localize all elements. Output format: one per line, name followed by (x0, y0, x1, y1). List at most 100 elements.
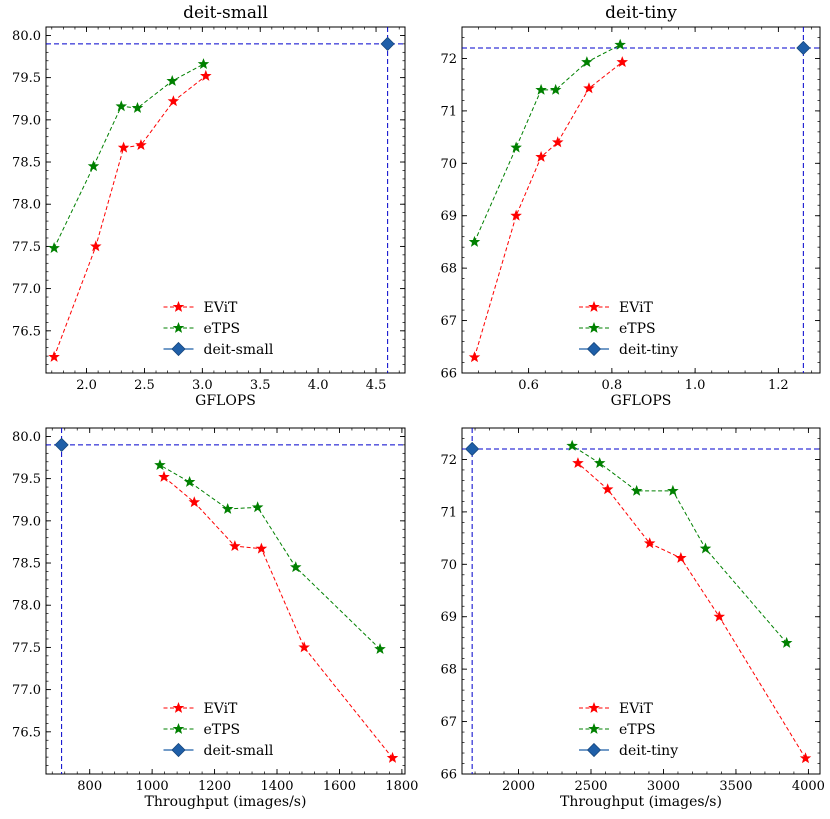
plot-area (462, 428, 820, 774)
y-tick-label: 78.5 (12, 156, 41, 171)
y-tick-label: 77.5 (12, 240, 41, 255)
evit-point (799, 752, 812, 764)
y-tick-label: 69 (440, 610, 457, 625)
x-tick-label: 1200 (198, 779, 231, 794)
x-tick-label: 1000 (136, 779, 169, 794)
y-tick-label: 71 (440, 104, 457, 119)
legend-swatch-marker (172, 321, 185, 333)
evit-point (48, 350, 60, 362)
y-tick-label: 76.5 (12, 324, 41, 339)
x-tick-label: 1.2 (768, 378, 789, 393)
evit-point (167, 95, 180, 107)
evit-point (643, 537, 656, 549)
legend-item-deit-tiny: deit-tiny (579, 341, 678, 358)
chart-panel-1: 2.0 2.5 3.0 3.5 4.0 4.5 76.5 77.0 77.5 78.0 78.5 79… (12, 3, 406, 409)
etps-point (131, 101, 144, 113)
evit-point (200, 69, 212, 81)
legend-label: EViT (204, 300, 239, 316)
etps-point (166, 74, 178, 86)
x-tick-label: 2500 (574, 779, 607, 794)
legend-label: deit-tiny (619, 342, 678, 358)
legend-item-deit-tiny: deit-tiny (579, 742, 678, 759)
evit-series-line (474, 61, 623, 358)
evit-point (158, 470, 170, 482)
etps-series-line (571, 445, 788, 644)
etps-point (566, 439, 578, 451)
evit-point (535, 150, 547, 162)
legend-swatch-marker (586, 742, 602, 758)
y-tick-label: 71 (440, 505, 457, 520)
etps-point (221, 502, 234, 514)
deit-tiny-point (796, 40, 811, 56)
x-tick-label: 3500 (719, 779, 752, 794)
legend-label: deit-tiny (619, 743, 678, 759)
etps-point (251, 501, 264, 513)
legend-item-etps: eTPS (579, 722, 656, 738)
evit-point (583, 82, 595, 94)
y-tick-label: 67 (440, 314, 457, 329)
legend-swatch-marker (171, 341, 186, 357)
legend-swatch-marker (172, 701, 185, 713)
y-tick-label: 66 (440, 768, 457, 783)
etps-point (197, 58, 210, 70)
y-tick-label: 69 (440, 209, 457, 224)
evit-point (229, 540, 241, 552)
evit-point (616, 56, 629, 68)
etps-point (549, 83, 562, 95)
y-tick-label: 77.5 (12, 641, 41, 656)
plot-area (46, 428, 405, 774)
legend-swatch-marker (588, 701, 600, 713)
chart-panel-3: 800 1000 1200 1400 1600 1800 76.5 77.0 77.5 78.0 7… (12, 427, 418, 810)
etps-point (510, 141, 522, 153)
y-tick-label: 79.0 (12, 113, 41, 128)
y-tick-label: 79.5 (12, 472, 41, 487)
x-tick-label: 2.5 (134, 378, 155, 393)
y-tick-label: 78.5 (12, 557, 41, 572)
x-tick-label: 0.6 (518, 378, 539, 393)
etps-point (581, 56, 593, 68)
legend-label: eTPS (204, 321, 241, 337)
x-tick-label: 2000 (502, 779, 535, 794)
legend-swatch-marker (586, 341, 602, 357)
legend-label: eTPS (619, 722, 656, 738)
legend-item-etps: eTPS (579, 321, 656, 337)
etps-point (614, 38, 626, 50)
legend-label: deit-small (204, 743, 274, 759)
y-tick-label: 68 (440, 663, 457, 678)
etps-point (87, 160, 100, 172)
x-axis-label: GFLOPS (195, 393, 256, 409)
x-tick-label: 1800 (385, 779, 418, 794)
chart-panel-2: 0.6 0.8 1.0 1.2 66 67 68 69 70 71 72 deit-tiny GFLOP… (440, 3, 821, 409)
evit-point (90, 240, 102, 252)
plot-area (46, 27, 405, 373)
etps-point (667, 484, 679, 496)
y-tick-label: 79.5 (12, 71, 41, 86)
deit-small-point (380, 36, 395, 51)
etps-point (183, 475, 196, 487)
legend-item-evit: EViT (579, 300, 654, 316)
legend-item-evit: EViT (579, 701, 654, 717)
plot-area (462, 27, 820, 373)
evit-point (255, 542, 268, 554)
x-axis-label: Throughput (images/s) (145, 794, 307, 810)
legend-swatch-marker (588, 300, 600, 312)
evit-point (601, 483, 614, 495)
evit-point (386, 751, 399, 763)
legend-swatch-marker (588, 321, 600, 333)
legend: EViT eTPS deit-small (163, 300, 274, 358)
etps-point (289, 561, 302, 573)
legend: EViT eTPS deit-small (163, 701, 274, 759)
etps-point (699, 542, 712, 554)
plot-frame (45, 427, 406, 775)
evit-point (572, 457, 584, 469)
y-tick-label: 76.5 (12, 725, 41, 740)
y-tick-label: 70 (440, 558, 457, 573)
legend-item-deit-small: deit-small (163, 742, 274, 759)
evit-series-line (577, 462, 806, 759)
legend: EViT eTPS deit-tiny (579, 300, 678, 358)
legend-item-evit: EViT (163, 701, 238, 717)
etps-point (468, 235, 481, 247)
y-tick-label: 66 (440, 367, 457, 382)
x-tick-label: 4000 (792, 779, 825, 794)
evit-point (117, 141, 130, 153)
